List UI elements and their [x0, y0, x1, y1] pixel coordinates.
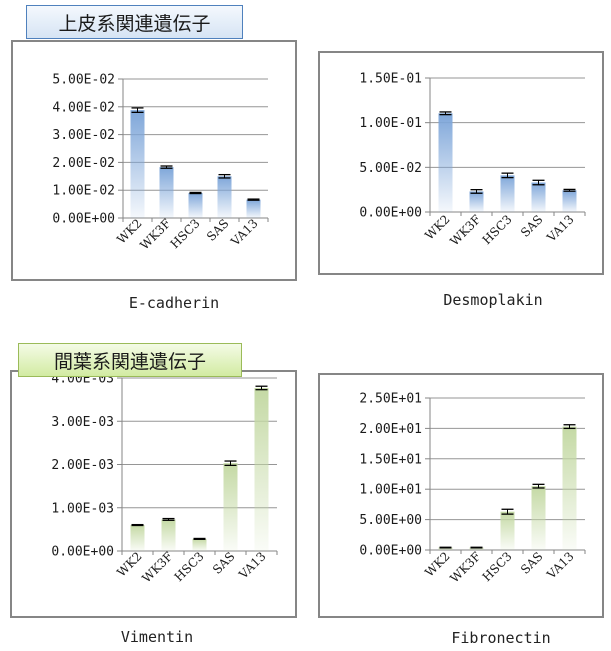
- y-tick-label: 0.00E+00: [359, 544, 422, 559]
- category-label: SAS: [210, 549, 238, 577]
- category-label: SAS: [518, 549, 546, 577]
- mesenchymal-genes-label: 間葉系関連遺伝子: [18, 343, 242, 377]
- vimentin-chart: 0.00E+00 1.00E-03 2.00E-03 3.00E-03 4.00E-03…: [10, 370, 297, 618]
- bar-VA13: [562, 426, 577, 550]
- bar-WK3F: [469, 191, 484, 212]
- fibronectin-caption: Fibronectin: [451, 629, 551, 647]
- y-tick-label: 5.00E+00: [359, 513, 422, 528]
- category-label: WK3F: [137, 216, 173, 252]
- y-tick-label: 2.00E-03: [51, 458, 114, 473]
- category-label: SAS: [518, 212, 546, 240]
- vimentin-caption: Vimentin: [120, 628, 194, 646]
- category-label: WK3F: [447, 549, 483, 585]
- bar-WK2: [438, 547, 453, 550]
- y-tick-label: 2.00E-02: [52, 156, 115, 171]
- desmoplakin-caption: Desmoplakin: [443, 291, 543, 309]
- y-tick-label: 1.00E-01: [359, 116, 422, 131]
- y-tick-label: 1.50E+01: [359, 452, 422, 467]
- category-label: HSC3: [168, 216, 203, 251]
- epithelial-genes-label: 上皮系関連遺伝子: [26, 5, 243, 39]
- e-cadherin-plot: 0.00E+00 1.00E-02 2.00E-02 3.00E-02 4.00E-02…: [52, 73, 269, 252]
- y-tick-label: 1.00E-03: [51, 501, 114, 516]
- category-label: VA13: [228, 216, 261, 249]
- category-label: VA13: [544, 549, 577, 582]
- bar-VA13: [254, 387, 269, 551]
- category-label: SAS: [204, 216, 232, 244]
- y-tick-label: 3.00E-02: [52, 128, 115, 143]
- y-tick-label: 5.00E-02: [359, 161, 422, 176]
- bar-SAS: [531, 182, 546, 212]
- bar-VA13: [246, 199, 261, 218]
- desmoplakin-plot: 0.00E+005.00E-021.00E-011.50E-01WK2WK3FH…: [359, 72, 586, 248]
- y-tick-label: 1.50E-01: [359, 72, 422, 87]
- category-label: WK3F: [139, 549, 175, 585]
- y-tick-label: 2.00E+01: [359, 422, 422, 437]
- category-label: VA13: [236, 549, 269, 582]
- fibronectin-plot: 0.00E+00 5.00E+00 1.00E+01 1.50E+01 2.00E+01…: [359, 392, 586, 585]
- bar-HSC3: [500, 511, 515, 550]
- bar-WK3F: [161, 519, 176, 551]
- y-tick-label: 5.00E-02: [52, 73, 115, 88]
- e-cadherin-chart: 0.00E+00 1.00E-02 2.00E-02 3.00E-02 4.00E-02…: [11, 40, 297, 281]
- bar-WK3F: [159, 167, 174, 218]
- y-tick-label: 3.00E-03: [51, 415, 114, 430]
- y-tick-label: 1.00E+01: [359, 483, 422, 498]
- y-tick-label: 1.00E-02: [52, 184, 115, 199]
- e-cadherin-caption: E-cadherin: [128, 294, 220, 312]
- bar-VA13: [562, 190, 577, 212]
- bar-HSC3: [188, 192, 203, 218]
- category-label: WK3F: [447, 212, 483, 248]
- bar-WK2: [130, 525, 145, 551]
- y-tick-label: 4.00E-02: [52, 100, 115, 115]
- bar-HSC3: [500, 175, 515, 212]
- bar-WK2: [438, 113, 453, 212]
- category-label: VA13: [544, 212, 577, 245]
- category-label: HSC3: [480, 212, 515, 247]
- bar-SAS: [217, 176, 232, 218]
- y-tick-label: 0.00E+00: [51, 545, 114, 560]
- bar-SAS: [531, 486, 546, 550]
- y-tick-label: 0.00E+00: [359, 206, 422, 221]
- category-label: HSC3: [480, 549, 515, 584]
- y-tick-label: 2.50E+01: [359, 392, 422, 407]
- fibronectin-chart: 0.00E+00 5.00E+00 1.00E+01 1.50E+01 2.00E+01…: [318, 373, 604, 618]
- bar-WK2: [130, 110, 145, 218]
- vimentin-plot: 0.00E+001.00E-032.00E-033.00E-034.00E-03…: [51, 372, 278, 585]
- category-label: HSC3: [172, 549, 207, 584]
- bar-HSC3: [192, 538, 207, 551]
- y-tick-label: 0.00E+00: [52, 212, 115, 227]
- bar-SAS: [223, 463, 238, 551]
- desmoplakin-chart: 0.00E+00 5.00E-02 1.00E-01 1.50E-01 WK2 WK3F H…: [318, 51, 604, 275]
- bar-WK3F: [469, 547, 484, 550]
